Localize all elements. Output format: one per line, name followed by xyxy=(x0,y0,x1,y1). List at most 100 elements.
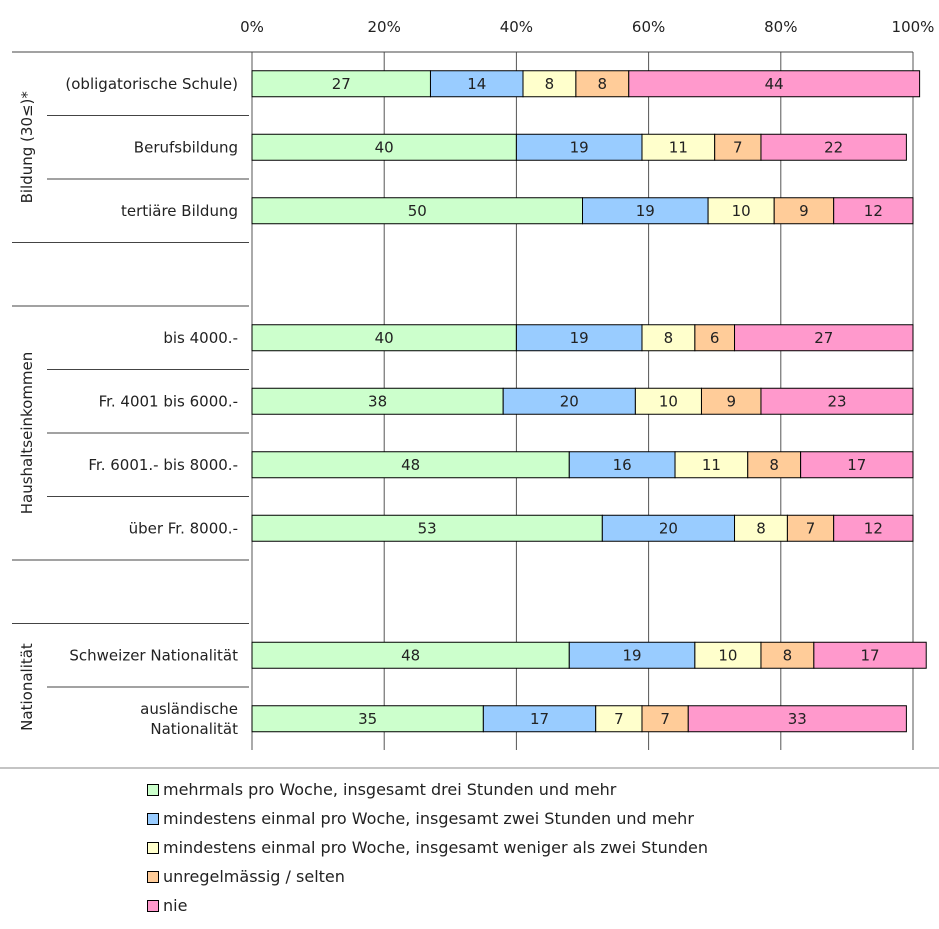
bar-segment xyxy=(251,70,431,98)
data-label: 8 xyxy=(598,75,608,93)
data-label: 44 xyxy=(765,75,784,93)
data-label: 8 xyxy=(756,519,766,537)
bar-segment xyxy=(628,70,921,98)
data-label: 48 xyxy=(401,456,420,474)
data-label: 9 xyxy=(799,202,809,220)
category-label: Nationalität xyxy=(150,720,238,738)
legend-item: nie xyxy=(147,891,708,920)
data-label: 17 xyxy=(860,646,879,664)
data-label: 6 xyxy=(710,329,720,347)
data-label: 10 xyxy=(732,202,751,220)
data-label: 7 xyxy=(660,710,670,728)
data-label: 12 xyxy=(864,519,883,537)
category-label: tertiäre Bildung xyxy=(121,202,238,220)
bar-segment xyxy=(700,387,762,415)
category-label: Fr. 4001 bis 6000.- xyxy=(99,392,238,410)
legend-label: unregelmässig / selten xyxy=(163,867,345,886)
legend-swatch xyxy=(147,871,159,883)
data-label: 20 xyxy=(560,392,579,410)
data-label: 48 xyxy=(401,646,420,664)
bar-segment xyxy=(833,197,914,225)
bar-segment xyxy=(522,70,577,98)
bar-segment xyxy=(760,387,914,415)
bar-segment xyxy=(800,451,914,479)
data-label: 19 xyxy=(570,329,589,347)
bar-segment xyxy=(251,641,570,669)
legend-swatch xyxy=(147,813,159,825)
bar-segment xyxy=(694,324,736,352)
bar-segment xyxy=(582,197,709,225)
bar-segment xyxy=(515,324,643,352)
data-label: 27 xyxy=(814,329,833,347)
bar-segment xyxy=(568,641,696,669)
bar-segment xyxy=(694,641,762,669)
x-tick-label: 40% xyxy=(500,18,533,36)
data-label: 12 xyxy=(864,202,883,220)
category-label: bis 4000.- xyxy=(163,329,238,347)
bar-segment xyxy=(734,514,788,542)
legend-item: mindestens einmal pro Woche, insgesamt w… xyxy=(147,833,708,862)
bar-segment xyxy=(641,133,716,161)
bar-segment xyxy=(760,641,815,669)
bar-segment xyxy=(734,324,914,352)
legend-label: mindestens einmal pro Woche, insgesamt w… xyxy=(163,838,708,857)
x-tick-label: 80% xyxy=(764,18,797,36)
legend-swatch xyxy=(147,900,159,912)
data-label: 11 xyxy=(702,456,721,474)
category-label: über Fr. 8000.- xyxy=(129,519,238,537)
data-label: 19 xyxy=(623,646,642,664)
data-label: 53 xyxy=(418,519,437,537)
x-tick-label: 20% xyxy=(368,18,401,36)
x-tick-label: 60% xyxy=(632,18,665,36)
group-label: Nationalität xyxy=(18,643,36,731)
legend-label: mehrmals pro Woche, insgesamt drei Stund… xyxy=(163,780,617,799)
category-label: (obligatorische Schule) xyxy=(65,75,238,93)
bar-segment xyxy=(674,451,749,479)
data-label: 20 xyxy=(659,519,678,537)
legend: mehrmals pro Woche, insgesamt drei Stund… xyxy=(147,775,708,920)
data-label: 10 xyxy=(718,646,737,664)
legend-label: mindestens einmal pro Woche, insgesamt z… xyxy=(163,809,694,828)
data-label: 40 xyxy=(375,329,394,347)
data-label: 50 xyxy=(408,202,427,220)
legend-item: mindestens einmal pro Woche, insgesamt z… xyxy=(147,804,708,833)
bar-segment xyxy=(251,514,603,542)
data-label: 19 xyxy=(636,202,655,220)
bar-segment xyxy=(747,451,802,479)
bar-segment xyxy=(482,705,597,733)
bar-segment xyxy=(786,514,835,542)
group-label: Bildung (30≤)* xyxy=(18,91,36,204)
data-label: 22 xyxy=(824,138,843,156)
data-label: 16 xyxy=(613,456,632,474)
data-label: 8 xyxy=(783,646,793,664)
legend-swatch xyxy=(147,784,159,796)
bar-segment xyxy=(687,705,907,733)
category-label: Fr. 6001.- bis 8000.- xyxy=(88,456,238,474)
data-label: 14 xyxy=(467,75,486,93)
legend-item: mehrmals pro Woche, insgesamt drei Stund… xyxy=(147,775,708,804)
bar-segment xyxy=(833,514,914,542)
legend-swatch xyxy=(147,842,159,854)
bar-segment xyxy=(813,641,927,669)
bar-segment xyxy=(714,133,762,161)
data-label: 10 xyxy=(659,392,678,410)
data-label: 23 xyxy=(827,392,846,410)
category-label: ausländische xyxy=(140,700,238,718)
x-tick-label: 100% xyxy=(892,18,935,36)
data-label: 9 xyxy=(726,392,736,410)
data-label: 17 xyxy=(530,710,549,728)
data-label: 11 xyxy=(669,138,688,156)
data-label: 8 xyxy=(664,329,674,347)
data-label: 40 xyxy=(375,138,394,156)
data-label: 8 xyxy=(545,75,555,93)
data-label: 27 xyxy=(332,75,351,93)
data-label: 17 xyxy=(847,456,866,474)
data-label: 19 xyxy=(570,138,589,156)
category-label: Berufsbildung xyxy=(134,138,238,156)
bar-segment xyxy=(601,514,736,542)
data-label: 35 xyxy=(358,710,377,728)
legend-label: nie xyxy=(163,896,188,915)
group-label: Haushaltseinkommen xyxy=(18,352,36,515)
bar-segment xyxy=(707,197,775,225)
